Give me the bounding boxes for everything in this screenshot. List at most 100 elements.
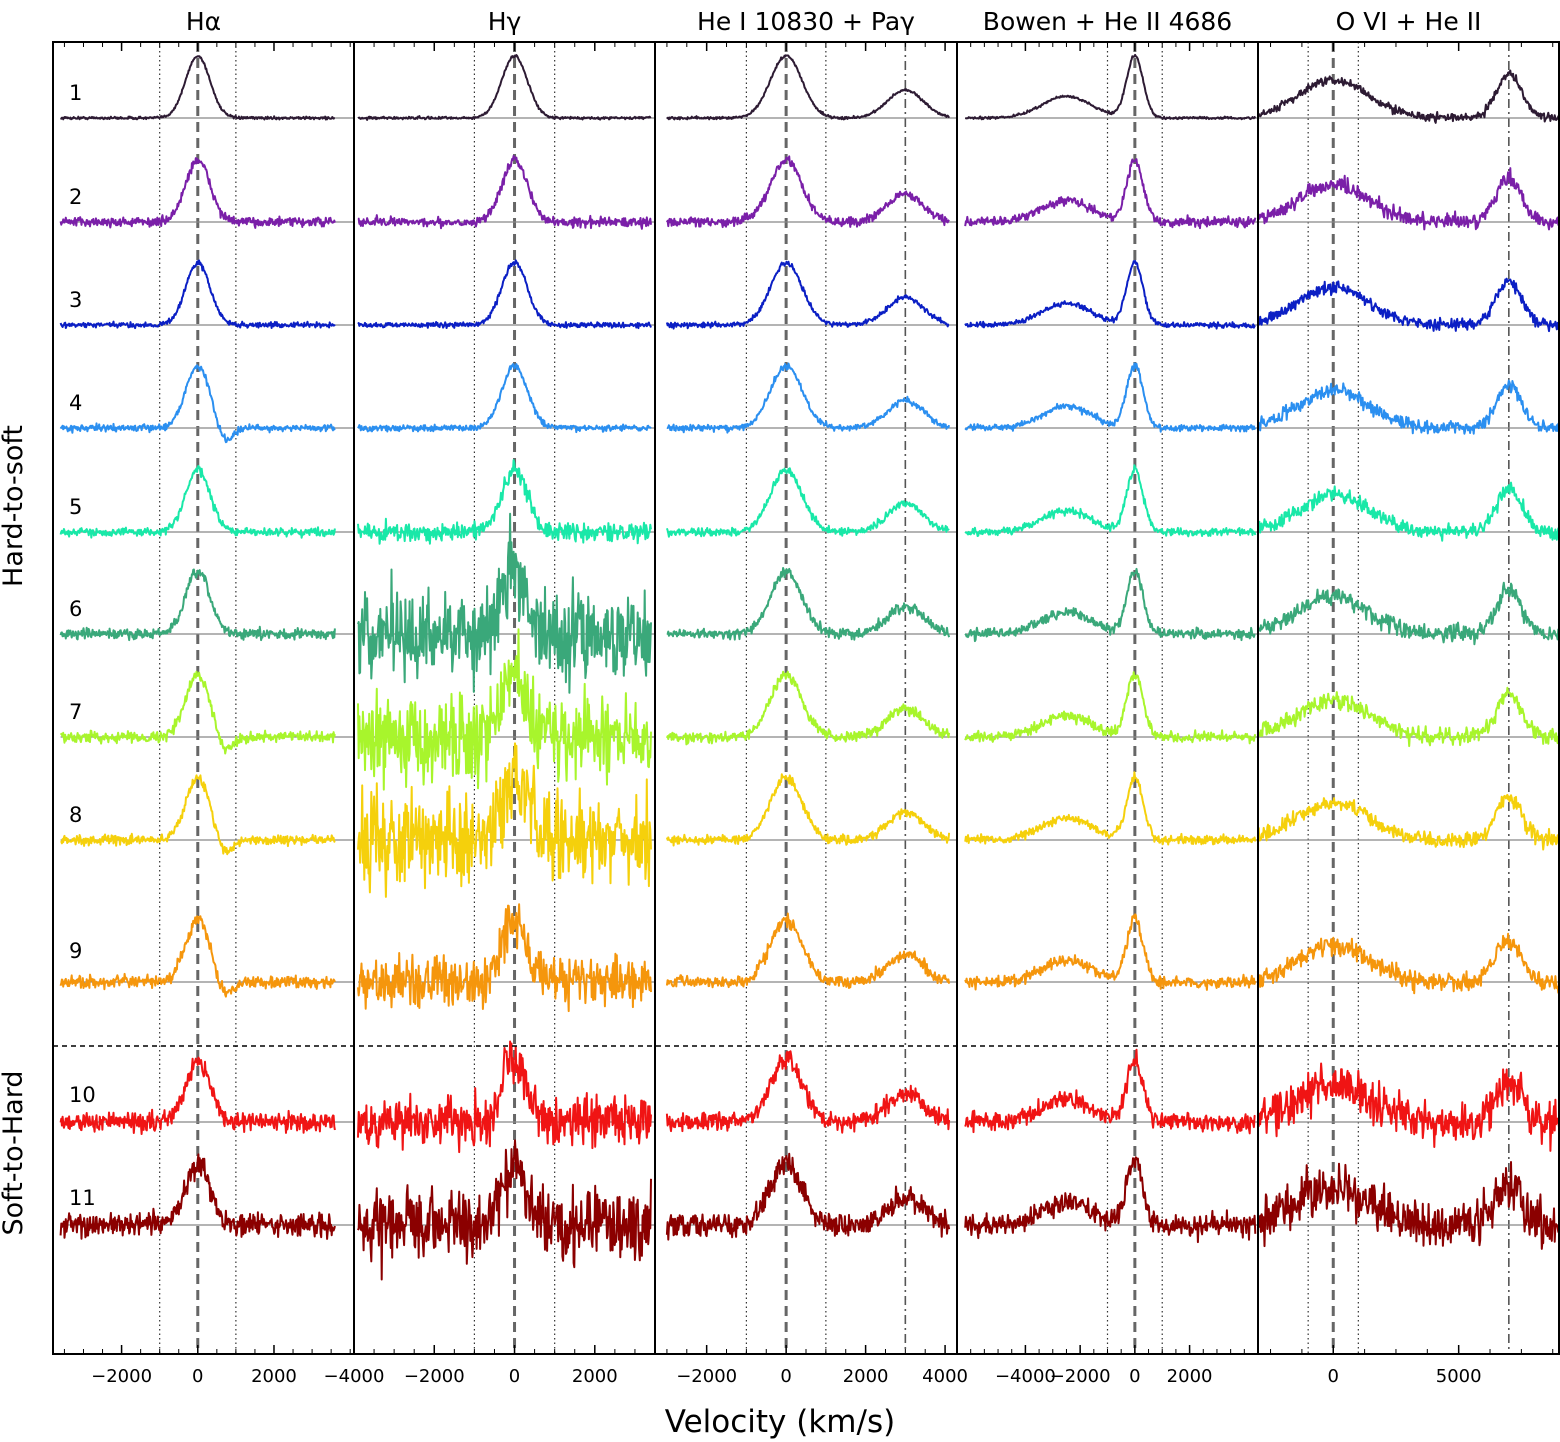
x-tick-label: −4000 (995, 1366, 1056, 1387)
spectrum-label: 11 (69, 1186, 96, 1210)
spectrum-line (357, 259, 652, 330)
spectrum-line (357, 459, 652, 545)
spectrum-line (1257, 1062, 1560, 1152)
x-tick-label: 0 (1328, 1366, 1339, 1387)
x-tick-label: −4000 (324, 1366, 385, 1387)
spectrum-line (59, 568, 336, 642)
x-tick-label: −2000 (1050, 1366, 1111, 1387)
spectrum-line (357, 512, 652, 694)
spectrum-line (59, 1153, 336, 1240)
spectrum-label: 2 (69, 185, 82, 209)
panel-1: Hα 1 2 3 4 5 6 7 8 9 10 11 −2000 0 2000 (59, 7, 354, 1387)
spectrum-line (60, 774, 336, 856)
panel-5: O VI + He II 0 5000 (1257, 7, 1560, 1387)
spectrum-line (964, 1156, 1257, 1244)
spectrum-line (59, 157, 336, 229)
x-tick-label: 2000 (1167, 1366, 1213, 1387)
x-tick-label: 2000 (251, 1366, 297, 1387)
spectrum-line (665, 773, 951, 847)
x-tick-label: 2000 (843, 1366, 889, 1387)
spectrum-line (59, 364, 336, 444)
x-tick-label: 0 (780, 1366, 791, 1387)
spectrum-line (665, 912, 951, 989)
panel-4: Bowen + He II 4686 −4000−2000 0 2000 (956, 7, 1259, 1387)
figure-frame (52, 41, 1560, 1355)
panel-title: He I 10830 + Paγ (697, 7, 915, 36)
spectrum-line (964, 1048, 1256, 1135)
spectrum-line (59, 1056, 336, 1135)
spectrum-line (357, 54, 652, 121)
spectrum-line (1257, 581, 1560, 646)
panel-title: Hα (186, 7, 221, 36)
spectrum-line (666, 567, 951, 641)
spectrum-line (59, 670, 336, 755)
spectrum-label: 9 (69, 939, 82, 963)
spectrum-line (665, 467, 950, 538)
spectrum-line (59, 915, 336, 998)
x-tick-label: 2000 (572, 1366, 618, 1387)
spectrum-line (665, 670, 951, 746)
spectrum-line (964, 913, 1257, 991)
spectrum-line (1257, 277, 1560, 333)
ylabel-hard-to-soft: Hard-to-soft (0, 425, 29, 587)
panel-2: Hγ −4000 −2000 0 2000 (324, 7, 656, 1387)
x-tick-label: 5000 (1436, 1366, 1482, 1387)
spectrum-line (1257, 481, 1560, 542)
spectrum-line (665, 260, 950, 330)
spectrum-line (1257, 379, 1560, 435)
spectrum-line (666, 362, 951, 434)
spectrum-line (666, 155, 950, 229)
spectrum-line (665, 1152, 951, 1241)
spectrum-line (964, 259, 1256, 330)
spectrum-line (357, 742, 652, 898)
x-tick-label: 4000 (922, 1366, 968, 1387)
x-tick-label: −2000 (91, 1366, 152, 1387)
x-tick-label: 0 (192, 1366, 203, 1387)
spectrum-line (357, 154, 652, 230)
spectrum-line (964, 362, 1257, 433)
spectrum-line (964, 53, 1257, 121)
spectrum-line (666, 54, 950, 121)
spectrum-line (1257, 686, 1560, 748)
spectrum-line (665, 1050, 951, 1134)
spectrum-label: 8 (69, 803, 82, 827)
panel-title: O VI + He II (1336, 7, 1482, 36)
spectrum-label: 7 (69, 700, 82, 724)
spectrum-line (59, 55, 336, 121)
spectrum-label: 1 (69, 81, 82, 105)
x-tick-label: −2000 (676, 1366, 737, 1387)
outer-frame (52, 41, 1560, 1355)
spectrum-line (1257, 1161, 1560, 1250)
spectrum-line (59, 259, 336, 330)
spectrum-line (1257, 793, 1560, 851)
x-tick-label: 0 (509, 1366, 520, 1387)
spectrum-line (1257, 932, 1560, 995)
spectrum-line (964, 464, 1257, 538)
spectrum-line (357, 903, 652, 1013)
ylabel-soft-to-hard: Soft-to-Hard (0, 1071, 29, 1236)
spectrum-label: 6 (69, 597, 82, 621)
x-tick-label: 0 (1129, 1366, 1140, 1387)
panel-title: Hγ (488, 7, 522, 36)
spectrum-label: 10 (69, 1083, 96, 1107)
spectrum-line (1257, 69, 1560, 124)
spectrum-line (964, 158, 1257, 230)
spectrum-line (1257, 167, 1560, 231)
x-tick-label: −2000 (404, 1366, 465, 1387)
panel-3: He I 10830 + Paγ −2000 0 2000 4000 (665, 7, 968, 1387)
spectrum-label: 3 (69, 288, 82, 312)
spectrum-line (357, 1040, 652, 1154)
spectrum-line (964, 567, 1256, 643)
spectrum-line (357, 1139, 652, 1281)
x-axis-label: Velocity (km/s) (665, 1404, 895, 1440)
spectrum-line (357, 363, 652, 434)
spectrum-line (964, 671, 1257, 745)
spectrum-label: 5 (69, 495, 82, 519)
panel-title: Bowen + He II 4686 (983, 7, 1232, 36)
spectrum-line (357, 628, 652, 791)
spectrum-line (964, 771, 1257, 846)
spectrum-line (59, 464, 336, 539)
spectrum-label: 4 (69, 391, 82, 415)
